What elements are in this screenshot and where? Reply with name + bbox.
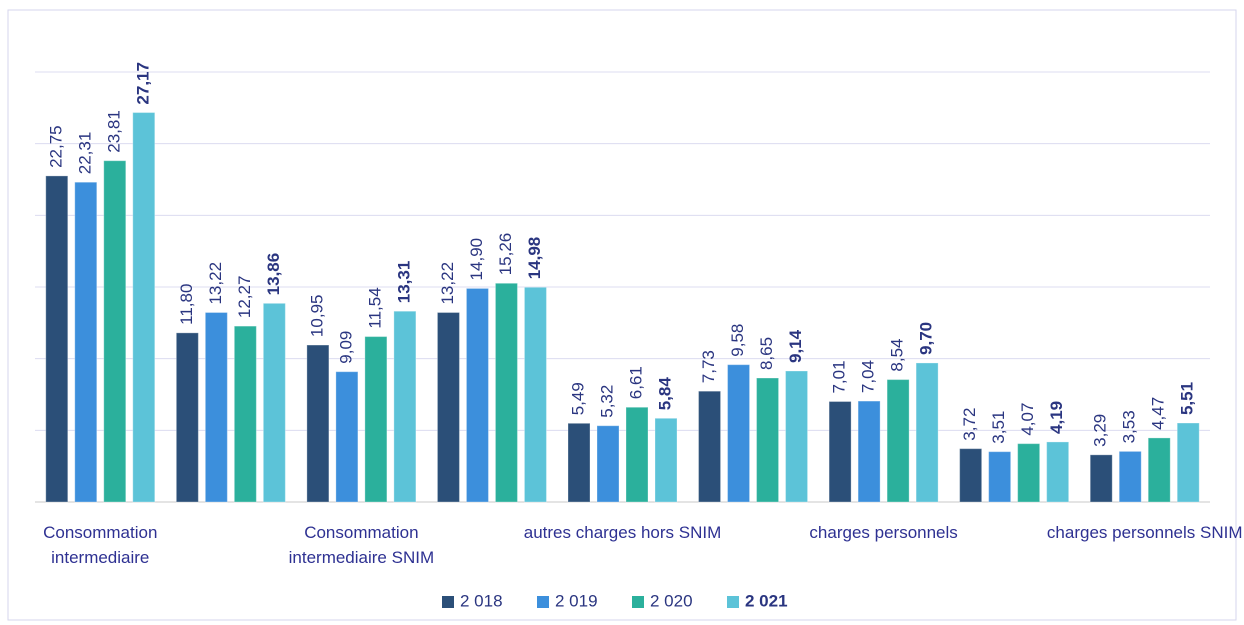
bar	[1089, 454, 1113, 503]
value-label: 13,86	[264, 253, 283, 296]
frame	[7, 9, 1237, 621]
bar	[1118, 450, 1142, 503]
legend-swatch	[727, 596, 739, 608]
bar	[727, 364, 751, 503]
legend-swatch	[442, 596, 454, 608]
bar	[625, 406, 649, 503]
legend-label: 2 020	[650, 591, 693, 610]
bar	[364, 336, 388, 503]
bar	[698, 390, 722, 503]
x-tick-label: charges personnels SNIM	[1046, 523, 1243, 542]
value-label: 5,49	[568, 382, 587, 415]
x-tick-label: autres charges hors SNIM	[523, 523, 722, 542]
bar	[103, 160, 127, 503]
value-label: 5,32	[597, 385, 616, 418]
value-label: 8,54	[888, 338, 907, 371]
bar	[785, 370, 809, 503]
value-label: 5,84	[655, 377, 674, 411]
bar	[756, 377, 780, 503]
bar	[436, 312, 460, 503]
bar	[74, 181, 98, 503]
value-label: 23,81	[104, 110, 123, 153]
legend-swatch	[537, 596, 549, 608]
bar	[335, 371, 359, 503]
value-label: 13,22	[438, 262, 457, 305]
x-tick-label: Consommation intermediaire	[43, 523, 158, 567]
bar	[175, 332, 199, 503]
value-label: 9,70	[917, 322, 936, 355]
value-label: 14,98	[525, 237, 544, 280]
value-label: 4,19	[1047, 401, 1066, 434]
value-label: 5,51	[1178, 382, 1197, 415]
x-tick-label: charges personnels	[809, 523, 958, 542]
value-label: 22,75	[46, 125, 65, 168]
bar	[132, 112, 156, 503]
bar	[654, 417, 678, 503]
legend-label: 2 018	[460, 591, 503, 610]
bar	[262, 302, 286, 503]
bar	[306, 344, 330, 503]
legend-label: 2 021	[745, 591, 788, 610]
value-label: 11,54	[365, 287, 384, 328]
bar	[1176, 422, 1200, 503]
x-tick-label: Consommation intermediaire SNIM	[288, 523, 435, 567]
legend-label: 2 019	[555, 591, 598, 610]
bar	[494, 282, 518, 503]
bar	[393, 310, 417, 503]
value-label: 7,04	[859, 360, 878, 393]
bar	[45, 175, 69, 503]
value-label: 14,90	[467, 238, 486, 281]
bar	[465, 287, 489, 503]
value-label: 9,58	[728, 324, 747, 357]
bar	[959, 448, 983, 503]
value-label: 8,65	[757, 337, 776, 370]
bar	[828, 401, 852, 503]
value-label: 7,01	[830, 360, 849, 393]
value-label: 3,72	[960, 408, 979, 441]
value-label: 3,51	[989, 411, 1008, 444]
bar	[567, 422, 591, 503]
value-label: 11,80	[177, 284, 196, 325]
value-label: 3,29	[1091, 414, 1110, 447]
value-label: 27,17	[133, 62, 152, 105]
value-label: 4,07	[1018, 403, 1037, 436]
bar	[857, 400, 881, 503]
value-label: 4,47	[1149, 397, 1168, 430]
value-label: 3,53	[1120, 410, 1139, 443]
legend-swatch	[632, 596, 644, 608]
bar	[233, 325, 257, 503]
value-label: 9,09	[336, 331, 355, 364]
bar	[886, 379, 910, 503]
value-label: 13,22	[206, 262, 225, 305]
bar	[1046, 441, 1070, 503]
value-label: 9,14	[786, 329, 805, 363]
bar	[204, 312, 228, 503]
bar	[596, 425, 620, 503]
bar	[915, 362, 939, 503]
bar	[988, 451, 1012, 503]
value-label: 15,26	[496, 233, 515, 276]
value-label: 22,31	[75, 132, 94, 175]
bar	[523, 286, 547, 503]
value-label: 6,61	[626, 366, 645, 399]
value-label: 7,73	[699, 350, 718, 383]
value-label: 12,27	[235, 276, 254, 319]
value-label: 13,31	[394, 261, 413, 304]
bar	[1147, 437, 1171, 503]
bar	[1017, 443, 1041, 503]
value-label: 10,95	[307, 295, 326, 338]
